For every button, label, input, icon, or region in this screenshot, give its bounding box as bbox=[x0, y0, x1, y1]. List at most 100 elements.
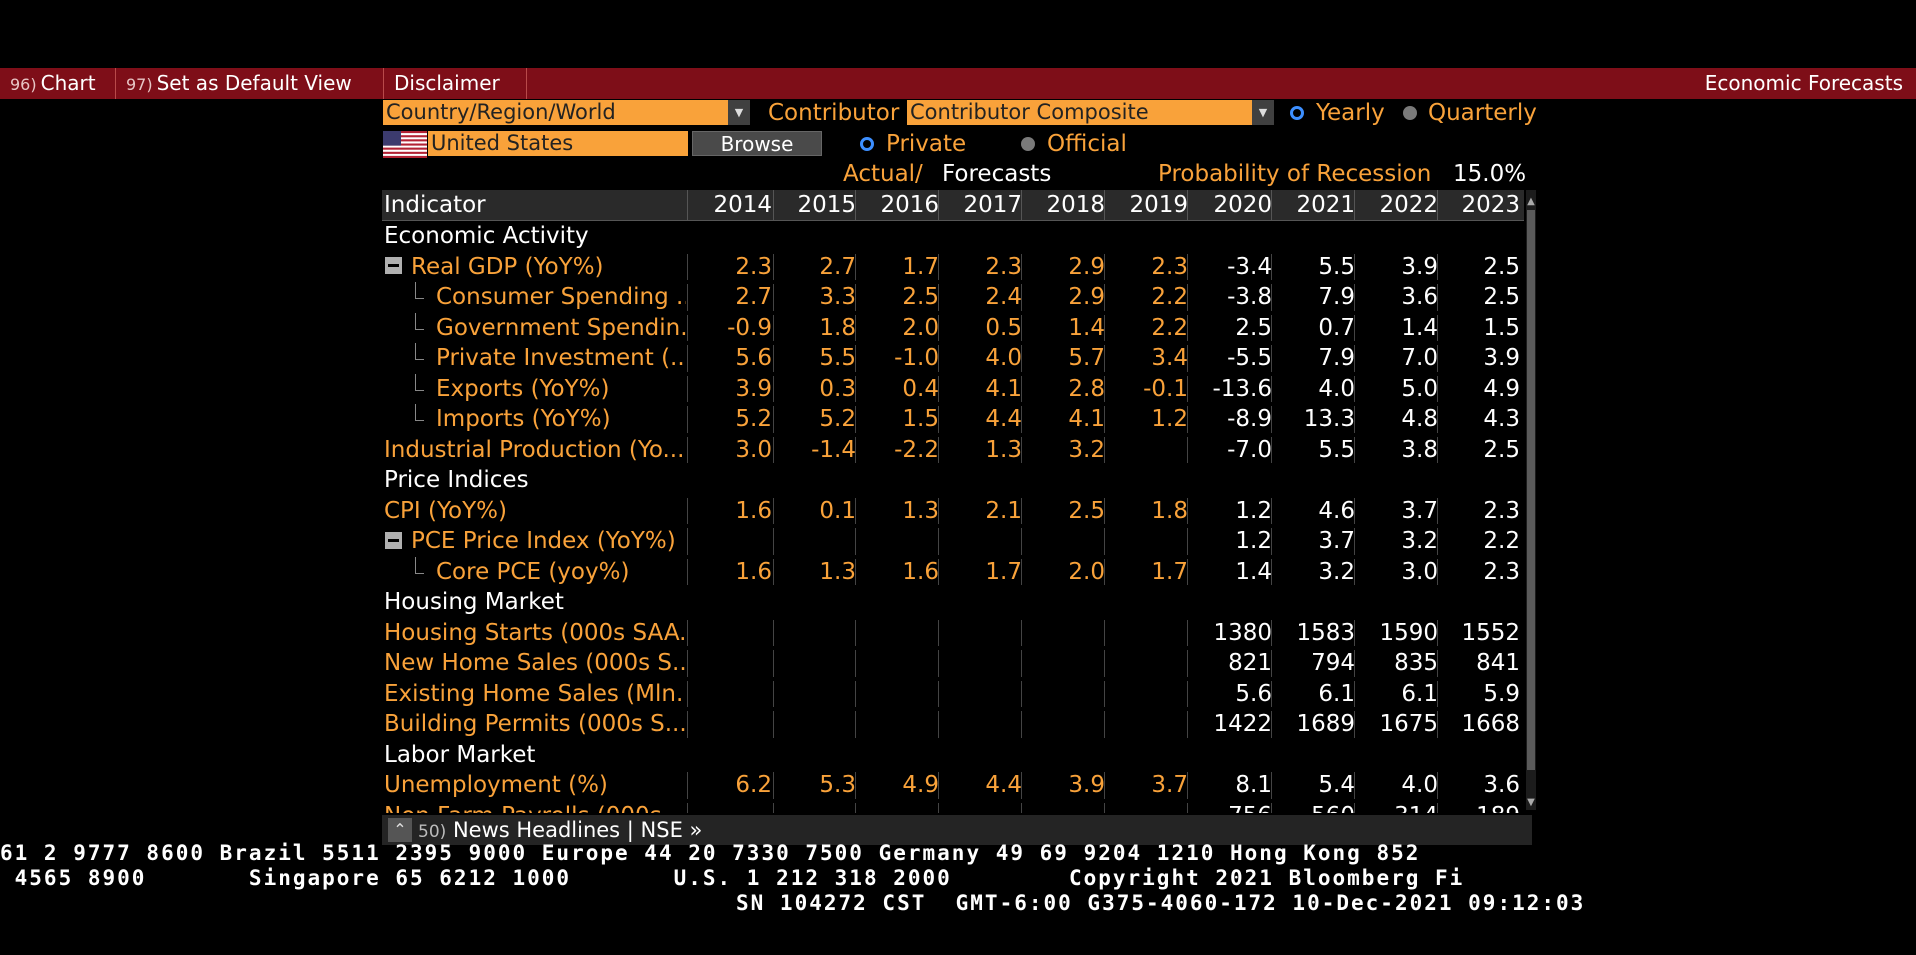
table-row[interactable]: Building Permits (000s S... 1422 1689 1675 1… bbox=[382, 709, 1524, 740]
table-row[interactable]: PCE Price Index (YoY%) 1.2 3.7 3.2 2.2 bbox=[382, 526, 1524, 557]
indicator-label[interactable]: CPI (YoY%) bbox=[384, 497, 507, 524]
table-row[interactable]: Industrial Production (Yo... 3.0 -1.4 -2.2 1… bbox=[382, 435, 1524, 466]
year-header-2019[interactable]: 2019 bbox=[1129, 192, 1188, 218]
indicator-cell[interactable]: Unemployment (%) bbox=[384, 770, 685, 801]
collapse-icon[interactable] bbox=[385, 531, 402, 549]
yearly-radio[interactable] bbox=[1290, 106, 1304, 120]
official-radio[interactable] bbox=[1021, 137, 1035, 151]
indicator-cell[interactable]: Exports (YoY%) bbox=[436, 374, 686, 405]
value-cell-2018: 2.0 bbox=[1068, 558, 1105, 585]
table-row[interactable]: Imports (YoY%) 5.2 5.2 1.5 4.4 4.1 1.2 -8.9 13.3… bbox=[382, 404, 1524, 435]
indicator-label[interactable]: Imports (YoY%) bbox=[436, 406, 611, 432]
collapse-icon[interactable] bbox=[385, 257, 402, 274]
table-row[interactable]: Real GDP (YoY%) 2.3 2.7 1.7 2.3 2.9 2.3 -3.4 5.5… bbox=[382, 252, 1524, 283]
indicator-cell[interactable]: New Home Sales (000s S... bbox=[384, 648, 685, 679]
indicator-label[interactable]: Industrial Production (Yo... bbox=[384, 436, 685, 463]
indicator-cell[interactable]: Private Investment (... bbox=[436, 343, 686, 374]
table-row[interactable]: Unemployment (%) 6.2 5.3 4.9 4.4 3.9 3.7 8.1 5.4… bbox=[382, 770, 1524, 801]
indicator-cell[interactable]: Government Spendin... bbox=[436, 313, 686, 344]
indicator-header[interactable]: Indicator bbox=[384, 192, 486, 218]
us-flag-icon bbox=[383, 131, 427, 158]
scroll-down-icon[interactable]: ▼ bbox=[1527, 797, 1535, 808]
indicator-cell[interactable]: Real GDP (YoY%) bbox=[385, 252, 686, 283]
indicator-cell[interactable]: Housing Starts (000s SAA... bbox=[384, 618, 685, 649]
value-cell-2014: 3.9 bbox=[735, 375, 772, 402]
table-row[interactable]: Housing Starts (000s SAA... 1380 1583 1590 1… bbox=[382, 618, 1524, 649]
table-row[interactable]: CPI (YoY%) 1.6 0.1 1.3 2.1 2.5 1.8 1.2 4.6 3.7 2.3 bbox=[382, 496, 1524, 527]
table-row[interactable]: Core PCE (yoy%) 1.6 1.3 1.6 1.7 2.0 1.7 1.4 3.2 3… bbox=[382, 556, 1524, 588]
indicator-cell[interactable]: Existing Home Sales (Mln... bbox=[384, 679, 685, 710]
news-headlines-label[interactable]: 50) News Headlines | NSE » bbox=[418, 815, 702, 847]
value-cell-2019: 1.7 bbox=[1151, 558, 1188, 585]
column-divider bbox=[687, 406, 688, 433]
indicator-label[interactable]: PCE Price Index (YoY%) bbox=[411, 528, 676, 554]
set-default-view-menu-item[interactable]: 97) Set as Default View bbox=[116, 68, 384, 99]
country-field[interactable]: United States bbox=[428, 131, 688, 156]
yearly-label[interactable]: Yearly bbox=[1316, 100, 1385, 126]
table-row[interactable]: Consumer Spending ... 2.7 3.3 2.5 2.4 2.9 2.2 -… bbox=[382, 282, 1524, 313]
indicator-cell[interactable]: Non Farm Payrolls (000s... bbox=[384, 801, 685, 814]
indicator-cell[interactable]: PCE Price Index (YoY%) bbox=[385, 526, 686, 557]
private-radio[interactable] bbox=[860, 137, 874, 151]
indicator-cell[interactable]: Core PCE (yoy%) bbox=[436, 557, 686, 588]
indicator-label[interactable]: Housing Starts (000s SAA... bbox=[384, 619, 685, 646]
year-header-2021[interactable]: 2021 bbox=[1296, 192, 1355, 218]
indicator-label[interactable]: Exports (YoY%) bbox=[436, 375, 610, 402]
scroll-up-icon[interactable]: ▲ bbox=[1527, 196, 1535, 207]
indicator-label[interactable]: Private Investment (... bbox=[436, 345, 686, 371]
news-headlines-bar[interactable]: ⌃ 50) News Headlines | NSE » bbox=[382, 815, 1532, 845]
chevron-down-icon[interactable]: ▼ bbox=[1252, 100, 1274, 125]
chart-menu-item[interactable]: 96) Chart bbox=[0, 68, 116, 99]
indicator-cell[interactable]: Imports (YoY%) bbox=[436, 404, 686, 435]
value-cell-2022: 3.8 bbox=[1401, 436, 1438, 463]
column-divider bbox=[938, 619, 939, 646]
indicator-cell[interactable]: Industrial Production (Yo... bbox=[384, 435, 685, 466]
column-divider bbox=[938, 680, 939, 707]
table-row[interactable]: Existing Home Sales (Mln... 5.6 6.1 6.1 5.9 bbox=[382, 679, 1524, 710]
browse-button[interactable]: Browse bbox=[692, 131, 822, 156]
table-row[interactable]: Exports (YoY%) 3.9 0.3 0.4 4.1 2.8 -0.1 -13.6 4.… bbox=[382, 373, 1524, 405]
region-select[interactable]: Country/Region/World bbox=[383, 100, 732, 125]
contributor-label: Contributor bbox=[768, 100, 900, 126]
value-cell-2020: 8.1 bbox=[1235, 772, 1272, 798]
quarterly-radio[interactable] bbox=[1403, 106, 1417, 120]
indicator-label[interactable]: Non Farm Payrolls (000s... bbox=[384, 803, 684, 814]
chevron-down-icon[interactable]: ▼ bbox=[728, 100, 750, 125]
scrollbar-thumb[interactable] bbox=[1527, 210, 1535, 770]
quarterly-label[interactable]: Quarterly bbox=[1428, 100, 1537, 126]
indicator-cell[interactable]: CPI (YoY%) bbox=[384, 496, 685, 527]
disclaimer-menu-item[interactable]: Disclaimer bbox=[384, 68, 527, 99]
column-divider bbox=[773, 497, 774, 524]
value-cell-2021: 6.1 bbox=[1318, 680, 1355, 707]
table-row[interactable]: Government Spendin... -0.9 1.8 2.0 0.5 1.4 2.2… bbox=[382, 312, 1524, 344]
table-header: Indicator 2014 2015 2016 2017 2018 2019 2020 202… bbox=[382, 190, 1524, 221]
table-row[interactable]: Private Investment (... 5.6 5.5 -1.0 4.0 5.7 3… bbox=[382, 343, 1524, 374]
year-header-2022[interactable]: 2022 bbox=[1379, 192, 1438, 218]
indicator-cell[interactable]: Consumer Spending ... bbox=[436, 282, 686, 313]
private-label[interactable]: Private bbox=[886, 131, 967, 157]
official-label[interactable]: Official bbox=[1047, 131, 1127, 157]
indicator-cell[interactable]: Building Permits (000s S... bbox=[384, 709, 685, 740]
value-cell-2022: 7.0 bbox=[1401, 345, 1438, 371]
indicator-label[interactable]: Real GDP (YoY%) bbox=[411, 253, 604, 280]
value-cell-2023: 189 bbox=[1438, 801, 1520, 814]
indicator-label[interactable]: Existing Home Sales (Mln... bbox=[384, 680, 685, 707]
year-header-2015[interactable]: 2015 bbox=[797, 192, 856, 218]
year-header-2016[interactable]: 2016 bbox=[880, 192, 939, 218]
year-header-2018[interactable]: 2018 bbox=[1046, 192, 1105, 218]
table-row[interactable]: New Home Sales (000s S... 821 794 835 841 bbox=[382, 648, 1524, 679]
indicator-label[interactable]: New Home Sales (000s S... bbox=[384, 650, 685, 676]
year-header-2023[interactable]: 2023 bbox=[1461, 192, 1520, 218]
indicator-label[interactable]: Core PCE (yoy%) bbox=[436, 558, 630, 585]
year-header-2020[interactable]: 2020 bbox=[1213, 192, 1272, 218]
year-header-2017[interactable]: 2017 bbox=[963, 192, 1022, 218]
year-header-2014[interactable]: 2014 bbox=[713, 192, 772, 218]
contributor-select[interactable]: Contributor Composite bbox=[907, 100, 1257, 125]
column-divider bbox=[1187, 650, 1188, 677]
indicator-label[interactable]: Government Spendin... bbox=[436, 314, 686, 341]
indicator-label[interactable]: Unemployment (%) bbox=[384, 772, 608, 798]
table-row[interactable]: Non Farm Payrolls (000s... -756560314189 bbox=[382, 801, 1524, 814]
chevron-up-icon[interactable]: ⌃ bbox=[388, 818, 412, 842]
indicator-label[interactable]: Consumer Spending ... bbox=[436, 284, 686, 310]
indicator-label[interactable]: Building Permits (000s S... bbox=[384, 711, 685, 737]
